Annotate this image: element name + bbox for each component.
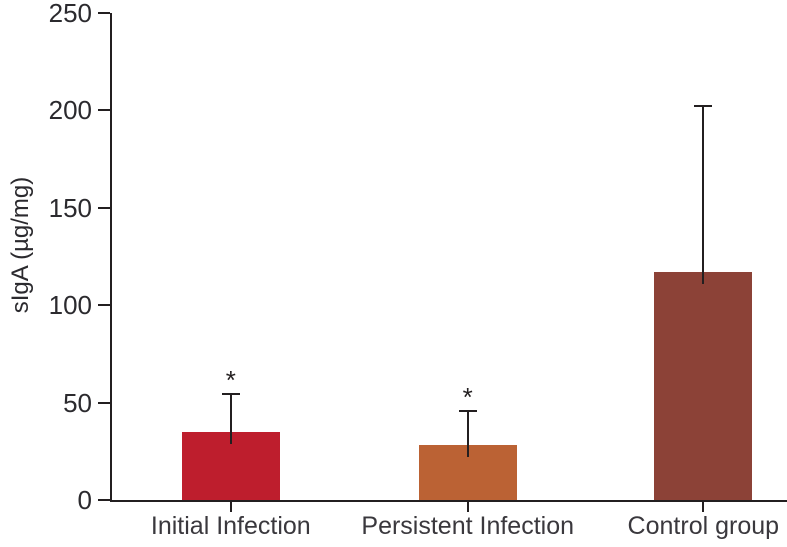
- bar: [654, 272, 753, 500]
- y-tick-mark: [98, 304, 110, 307]
- error-bar-line: [466, 410, 469, 458]
- y-tick-mark: [98, 12, 110, 14]
- y-tick-mark: [98, 401, 110, 404]
- x-tick-mark: [702, 502, 705, 512]
- error-bar-cap: [458, 410, 477, 413]
- y-tick-label: 200: [48, 95, 92, 126]
- y-tick-mark: [98, 499, 110, 501]
- significance-asterisk: *: [462, 382, 473, 413]
- y-tick-mark: [98, 109, 110, 112]
- x-tick-mark: [466, 502, 469, 512]
- error-bar-cap: [694, 104, 713, 107]
- error-bar-line: [702, 104, 705, 285]
- x-category-label: Initial Infection: [150, 512, 311, 540]
- x-tick-mark: [229, 502, 232, 512]
- error-bar-line: [229, 392, 232, 444]
- significance-asterisk: *: [225, 364, 236, 395]
- y-tick-label: 250: [48, 0, 92, 28]
- y-tick-label: 150: [48, 192, 92, 223]
- x-category-label: Persistent Infection: [361, 512, 575, 540]
- y-tick-label: 50: [63, 387, 92, 418]
- x-category-label: Control group: [627, 512, 780, 540]
- y-tick-mark: [98, 206, 110, 209]
- plot-area: 0 50 100 150 200 250 * * Initial Infection Pers…: [49, 0, 787, 540]
- error-bar-cap: [221, 392, 240, 395]
- y-tick-label: 0: [77, 485, 92, 515]
- y-tick-label: 100: [48, 290, 92, 321]
